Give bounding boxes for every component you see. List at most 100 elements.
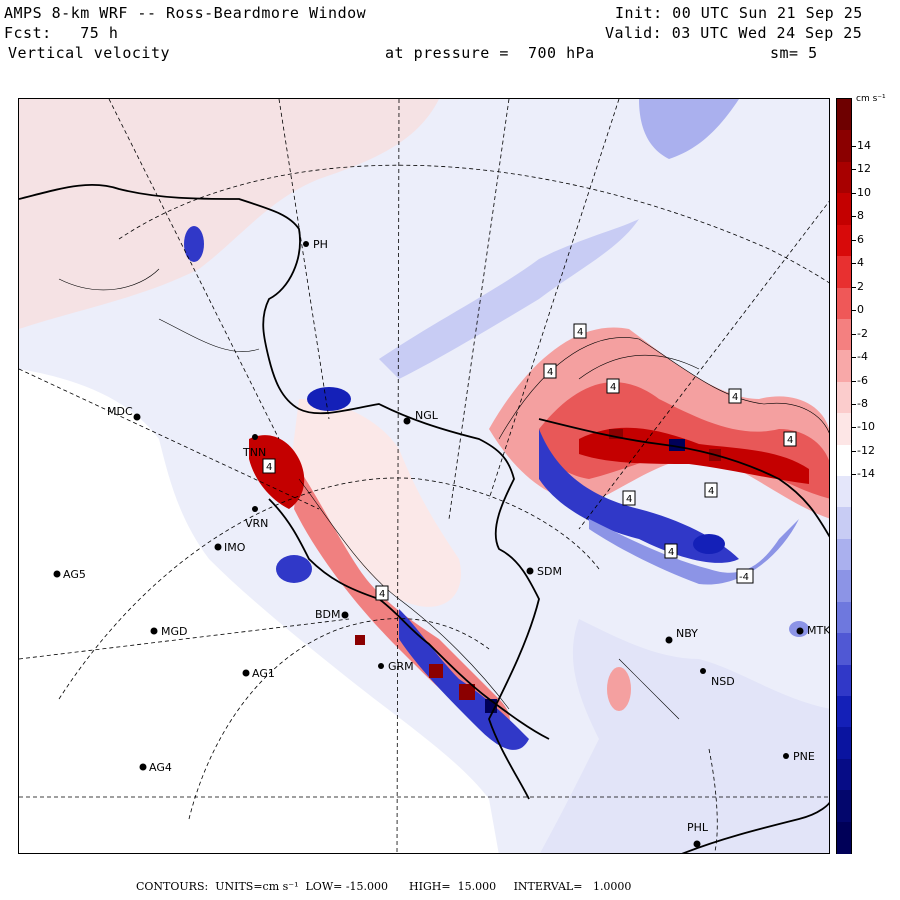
contour-label-text: 4 bbox=[626, 494, 632, 505]
contour-label: 4 bbox=[622, 490, 636, 506]
graticule bbox=[19, 99, 829, 853]
station-PNE[interactable]: PNE bbox=[783, 750, 815, 763]
color-bar-tick bbox=[852, 333, 856, 335]
color-bar-units: cm s⁻¹ bbox=[856, 94, 886, 104]
contour-label: 4 bbox=[262, 458, 276, 474]
upward-motion-cell bbox=[459, 684, 475, 700]
contour-label: 4 bbox=[728, 388, 742, 404]
station-MGD[interactable]: MGD bbox=[150, 625, 188, 638]
color-bar-label: 6 bbox=[857, 232, 864, 246]
color-bar-tick bbox=[852, 357, 856, 359]
color-bar-segment bbox=[837, 601, 851, 634]
station-AG1[interactable]: AG1 bbox=[242, 667, 275, 680]
contour-line bbox=[58, 268, 160, 291]
contour-labels: 4 4 4 4 4 4 4 4 4 4 -4 4 4 bbox=[262, 323, 797, 601]
color-bar-segment bbox=[837, 224, 851, 257]
station-VRN[interactable]: VRN bbox=[245, 506, 268, 530]
meridian-line bbox=[488, 99, 620, 500]
station-IMO[interactable]: IMO bbox=[214, 541, 246, 554]
station-label: NSD bbox=[711, 675, 735, 688]
station-label: PNE bbox=[793, 750, 815, 763]
contour-label-text: 4 bbox=[668, 547, 674, 558]
downward-motion-cell bbox=[276, 555, 312, 583]
latitude-circle bbox=[708, 748, 718, 853]
color-bar-segment bbox=[837, 633, 851, 666]
contour-label-text: 4 bbox=[708, 486, 714, 497]
station-BDM[interactable]: BDM bbox=[315, 608, 349, 621]
color-bar-tick bbox=[852, 239, 856, 241]
contour-label: 4 bbox=[375, 585, 389, 601]
color-bar-segment bbox=[837, 350, 851, 383]
station-label: MGD bbox=[161, 625, 188, 638]
contour-label: 4 bbox=[606, 378, 620, 394]
color-bar-segment bbox=[837, 193, 851, 226]
color-bar-segment bbox=[837, 538, 851, 571]
upward-motion-cell bbox=[355, 635, 365, 645]
station-NBY[interactable]: NBY bbox=[665, 627, 699, 644]
station-label: GRM bbox=[388, 660, 414, 673]
meridian-line bbox=[448, 99, 510, 520]
color-bar-tick bbox=[852, 474, 856, 476]
station-label: NGL bbox=[415, 409, 439, 422]
station-label: PH bbox=[313, 238, 328, 251]
color-bar bbox=[836, 98, 852, 854]
color-bar-label: 10 bbox=[857, 185, 871, 199]
contour-label-text: 4 bbox=[610, 382, 616, 393]
station-NGL[interactable]: NGL bbox=[403, 409, 439, 425]
color-bar-label: 0 bbox=[857, 303, 864, 317]
contour-label-text: 4 bbox=[732, 392, 738, 403]
pressure-level: at pressure = 700 hPa bbox=[385, 44, 595, 62]
color-bar-tick bbox=[852, 286, 856, 288]
station-SDM[interactable]: SDM bbox=[526, 565, 562, 578]
color-bar-segment bbox=[837, 130, 851, 163]
station-AG5[interactable]: AG5 bbox=[53, 568, 86, 581]
color-bar-tick bbox=[852, 450, 856, 452]
station-label: AG5 bbox=[63, 568, 86, 581]
station-label: IMO bbox=[224, 541, 246, 554]
coastline-path bbox=[19, 183, 540, 800]
station-label: AG1 bbox=[252, 667, 275, 680]
downward-motion-region bbox=[379, 219, 639, 379]
station-label: BDM bbox=[315, 608, 341, 621]
contour-label: 4 bbox=[573, 323, 587, 339]
color-bar-segment bbox=[837, 695, 851, 728]
no-data-region bbox=[19, 369, 499, 853]
color-bar-tick bbox=[852, 216, 856, 218]
color-bar-segment bbox=[837, 664, 851, 697]
station-PH[interactable]: PH bbox=[303, 238, 328, 251]
color-bar-label: 4 bbox=[857, 256, 864, 270]
station-PHL[interactable]: PHL bbox=[687, 821, 709, 848]
contour-label: 4 bbox=[664, 543, 678, 559]
smoothing-value: sm= 5 bbox=[770, 44, 818, 62]
color-bar-segment bbox=[837, 318, 851, 351]
station-TNN[interactable]: TNN bbox=[242, 434, 266, 459]
coastline-path bbox=[268, 498, 550, 740]
color-bar-label: -10 bbox=[857, 420, 875, 434]
meridian-line bbox=[108, 99, 280, 440]
color-bar-segment bbox=[837, 476, 851, 508]
color-bar-label: 14 bbox=[857, 139, 871, 152]
station-NSD[interactable]: NSD bbox=[700, 668, 735, 688]
upward-motion-region bbox=[294, 469, 510, 732]
valid-time: Valid: 03 UTC Wed 24 Sep 25 bbox=[605, 24, 863, 42]
contour-label: 4 bbox=[704, 482, 718, 498]
color-bar-segment bbox=[837, 570, 851, 603]
color-bar-segment bbox=[837, 444, 851, 477]
downward-motion-cell bbox=[184, 226, 204, 262]
color-bar-label: -2 bbox=[857, 326, 868, 340]
upward-motion-cell bbox=[607, 667, 631, 711]
vertical-velocity-map: 4 4 4 4 4 4 4 4 4 4 -4 4 4 MDC NGL PH TN… bbox=[18, 98, 830, 854]
station-AG4[interactable]: AG4 bbox=[139, 761, 172, 774]
color-bar-label: 2 bbox=[857, 279, 864, 293]
downward-motion-region bbox=[539, 429, 739, 563]
station-MTK[interactable]: MTK bbox=[796, 624, 831, 637]
color-bar-tick bbox=[852, 427, 856, 429]
contour-label: -4 bbox=[736, 568, 754, 584]
station-MDC[interactable]: MDC bbox=[107, 405, 141, 421]
meridian-line bbox=[578, 200, 829, 530]
upward-motion-region bbox=[579, 427, 809, 484]
latitude-circle bbox=[118, 164, 829, 284]
color-bar-tick bbox=[852, 169, 856, 171]
station-GRM[interactable]: GRM bbox=[378, 660, 414, 673]
contours-label: CONTOURS: bbox=[136, 880, 209, 893]
